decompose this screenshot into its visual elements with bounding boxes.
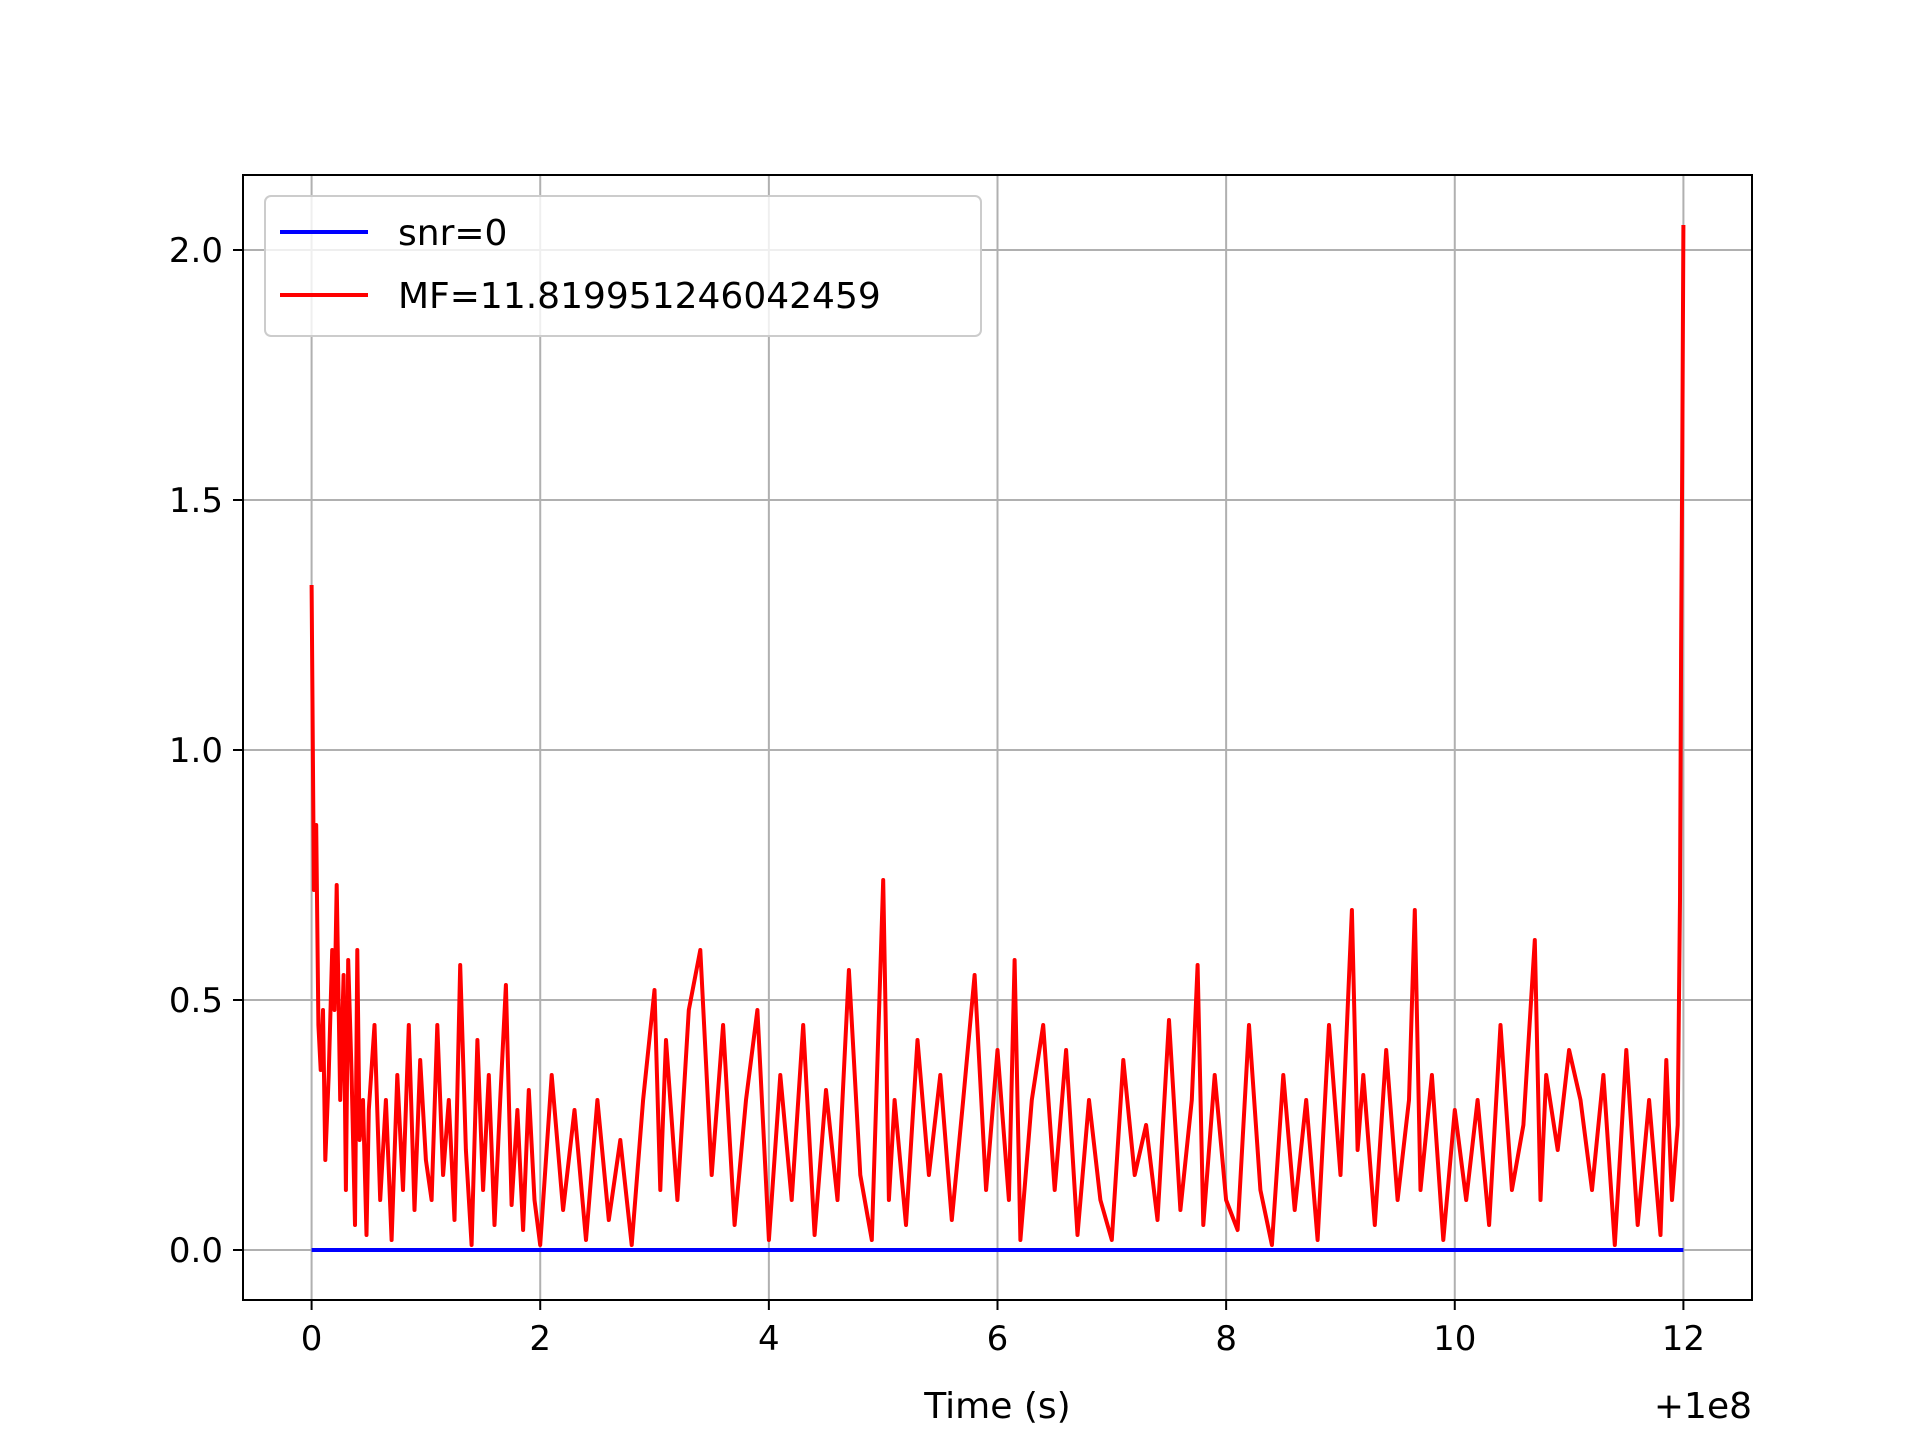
legend: snr=0 MF=11.819951246042459	[264, 195, 982, 337]
x-tick-label: 4	[758, 1319, 780, 1359]
x-tick-label: 12	[1662, 1319, 1705, 1359]
y-tick-label: 2.0	[169, 231, 223, 271]
legend-label-mf: MF=11.819951246042459	[398, 276, 881, 317]
legend-box	[264, 195, 982, 337]
y-tick-label: 1.0	[169, 731, 223, 771]
x-tick-label: 6	[987, 1319, 1009, 1359]
y-tick-label: 1.5	[169, 481, 223, 521]
x-tick-label: 8	[1215, 1319, 1237, 1359]
x-axis-label: Time (s)	[923, 1386, 1070, 1427]
y-tick-label: 0.0	[169, 1231, 223, 1271]
y-tick-label: 0.5	[169, 981, 223, 1021]
x-tick-label: 2	[529, 1319, 551, 1359]
legend-label-snr: snr=0	[398, 213, 507, 254]
axis-ticks: 0 2 4 6 8 10 12 0.0 0.5 1.0 1.5 2.0	[169, 231, 1705, 1359]
series-line-mf	[309, 224, 1686, 1247]
x-tick-label: 0	[301, 1319, 323, 1359]
plot-series	[309, 224, 1686, 1252]
x-axis-offset-label: +1e8	[1654, 1386, 1752, 1427]
x-tick-label: 10	[1433, 1319, 1476, 1359]
